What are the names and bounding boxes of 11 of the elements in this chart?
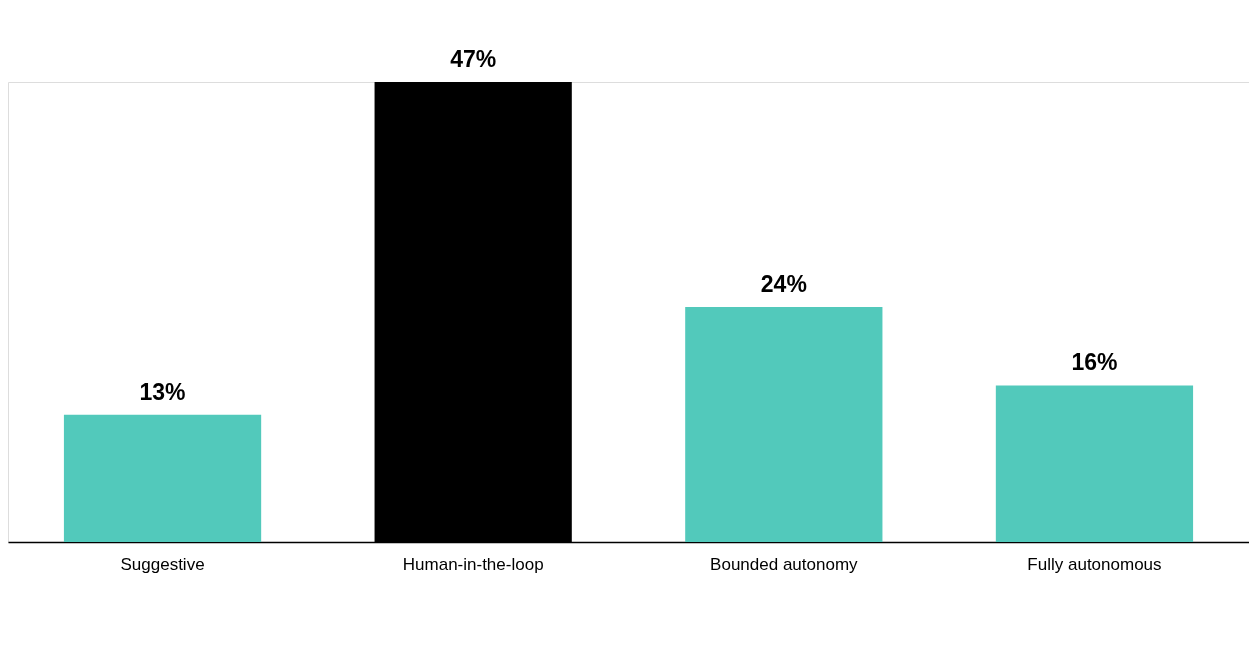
bar — [63, 414, 262, 542]
data-label: 13% — [139, 378, 186, 405]
x-tick-label: Suggestive — [120, 554, 205, 574]
data-label: 24% — [760, 271, 807, 298]
data-label: 16% — [1071, 349, 1118, 376]
bar — [995, 385, 1194, 542]
x-tick-label: Bounded autonomy — [710, 554, 859, 574]
x-tick-label: Human-in-the-loop — [402, 554, 544, 574]
bar — [685, 307, 883, 542]
data-label: 47% — [450, 46, 497, 72]
x-tick-label: Fully autonomous — [1027, 554, 1162, 574]
